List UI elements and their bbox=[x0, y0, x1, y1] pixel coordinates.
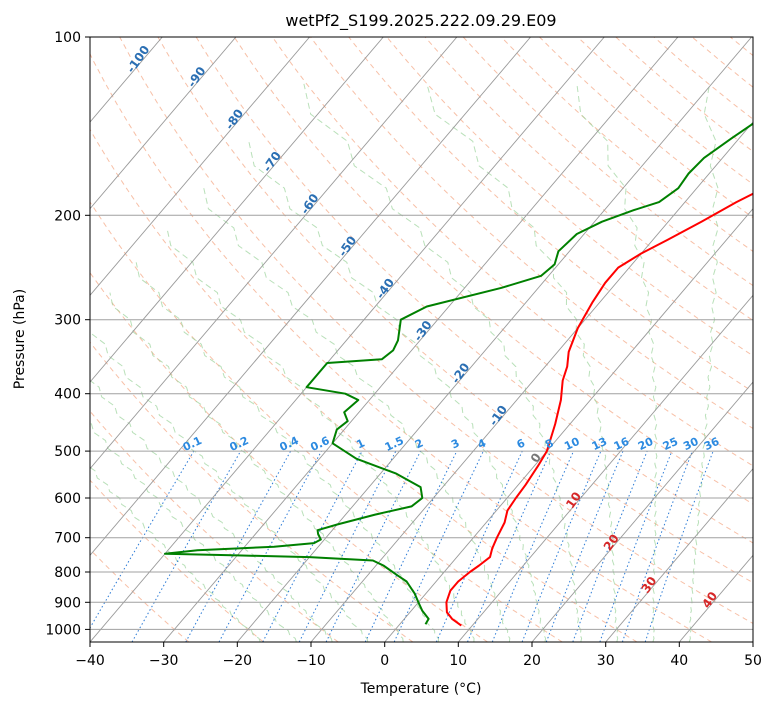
isotherm-line bbox=[90, 37, 605, 642]
isotherm-line bbox=[90, 37, 384, 383]
mixing-ratio-line bbox=[325, 450, 422, 642]
isotherm-line bbox=[457, 294, 753, 642]
isotherm-line bbox=[605, 467, 753, 642]
dry-adiabat-line bbox=[386, 37, 753, 357]
mixing-ratio-label: 13 bbox=[590, 435, 609, 453]
moist-adiabat-line bbox=[303, 83, 583, 642]
sounding-profiles bbox=[164, 122, 753, 627]
isotherm-line bbox=[384, 207, 753, 642]
y-tick-label: 300 bbox=[54, 313, 81, 329]
y-tick-label: 1000 bbox=[45, 622, 81, 638]
mixing-ratio-label: 25 bbox=[661, 435, 680, 453]
mixing-ratio-line bbox=[218, 450, 322, 642]
temperature-profile-line bbox=[445, 192, 753, 627]
x-tick-label: −10 bbox=[296, 653, 326, 669]
x-tick-label: 30 bbox=[597, 653, 615, 669]
dry-adiabat-line bbox=[310, 37, 753, 430]
dry-adiabat-line bbox=[90, 410, 339, 642]
x-tick-label: −40 bbox=[75, 653, 105, 669]
mixing-ratio-line bbox=[572, 450, 648, 642]
x-tick-label: 40 bbox=[670, 653, 688, 669]
moist-adiabat-line bbox=[426, 83, 619, 642]
dry-adiabat-line bbox=[424, 37, 753, 322]
mixing-ratio-line bbox=[621, 450, 693, 642]
isotherm-line bbox=[90, 37, 237, 210]
dry-adiabat-line bbox=[157, 37, 753, 584]
y-tick-label: 800 bbox=[54, 565, 81, 581]
y-tick-label: 100 bbox=[54, 30, 81, 46]
x-tick-label: 20 bbox=[523, 653, 541, 669]
mixing-ratio-line bbox=[644, 450, 714, 642]
moist-adiabat-line bbox=[688, 83, 719, 642]
dry-adiabat-line bbox=[90, 128, 638, 642]
dry-adiabat-line bbox=[119, 37, 753, 624]
mixing-ratio-line bbox=[599, 450, 673, 642]
isotherm-line bbox=[236, 37, 752, 642]
dry-adiabat-line bbox=[90, 52, 712, 642]
mixing-ratio-label: 16 bbox=[612, 435, 632, 453]
mixing-ratio-line bbox=[545, 450, 624, 642]
isotherm-line bbox=[90, 37, 310, 297]
moist-adiabat-line bbox=[90, 379, 333, 642]
isotherm-line bbox=[531, 381, 753, 642]
isotherm-line bbox=[90, 37, 458, 470]
x-tick-label: 0 bbox=[380, 653, 389, 669]
x-tick-label: −20 bbox=[223, 653, 253, 669]
mixing-ratio-label: 20 bbox=[636, 435, 656, 453]
plot-frame bbox=[89, 36, 754, 643]
moist-adiabat-line bbox=[90, 422, 297, 642]
moist-adiabat-line bbox=[90, 466, 261, 642]
x-tick-label: −30 bbox=[149, 653, 179, 669]
mixing-ratio-line bbox=[467, 450, 552, 642]
dry-adiabat-line bbox=[90, 271, 488, 642]
mixing-ratio-label: 30 bbox=[681, 435, 701, 453]
mixing-ratio-label: 10 bbox=[562, 435, 582, 453]
moist-adiabat-line bbox=[90, 331, 369, 642]
y-tick-label: 200 bbox=[54, 208, 81, 224]
mixing-ratio-line bbox=[185, 450, 292, 642]
isotherm-line bbox=[163, 37, 679, 642]
dewpoint-profile-line bbox=[164, 122, 753, 625]
x-tick-label: 50 bbox=[744, 653, 762, 669]
y-axis-label: Pressure (hPa) bbox=[12, 289, 28, 389]
background-reference-lines bbox=[90, 37, 753, 642]
dry-adiabat-line bbox=[90, 479, 264, 642]
isotherm-line bbox=[90, 37, 531, 556]
dry-adiabat-line bbox=[233, 37, 753, 505]
y-tick-label: 700 bbox=[54, 531, 81, 547]
moist-adiabat-line bbox=[576, 83, 658, 642]
x-axis-label: Temperature (°C) bbox=[360, 681, 482, 697]
chart-title: wetPf2_S199.2025.222.09.29.E09 bbox=[285, 11, 556, 31]
y-tick-label: 900 bbox=[54, 595, 81, 611]
dry-adiabat-line bbox=[90, 201, 563, 642]
moist-adiabat-line bbox=[166, 227, 475, 642]
y-tick-label: 600 bbox=[54, 491, 81, 507]
mixing-ratio-line bbox=[298, 450, 397, 642]
y-tick-label: 400 bbox=[54, 387, 81, 403]
moist-adiabat-line bbox=[203, 188, 511, 642]
mixing-ratio-label: 36 bbox=[702, 435, 722, 453]
gridlines bbox=[90, 37, 753, 642]
isotherm-line bbox=[310, 121, 753, 642]
mixing-ratio-line bbox=[521, 450, 602, 642]
dry-adiabat-line bbox=[90, 548, 190, 642]
x-tick-label: 10 bbox=[449, 653, 467, 669]
axis-ticks: −40 −30 −20 −10 0 10 20 30 40 50 100 200 300 400 500 60… bbox=[45, 30, 762, 669]
y-tick-label: 500 bbox=[54, 444, 81, 460]
mixing-ratio-line bbox=[435, 450, 523, 642]
moist-adiabat-line bbox=[109, 292, 404, 642]
moist-adiabat-line bbox=[135, 262, 440, 642]
